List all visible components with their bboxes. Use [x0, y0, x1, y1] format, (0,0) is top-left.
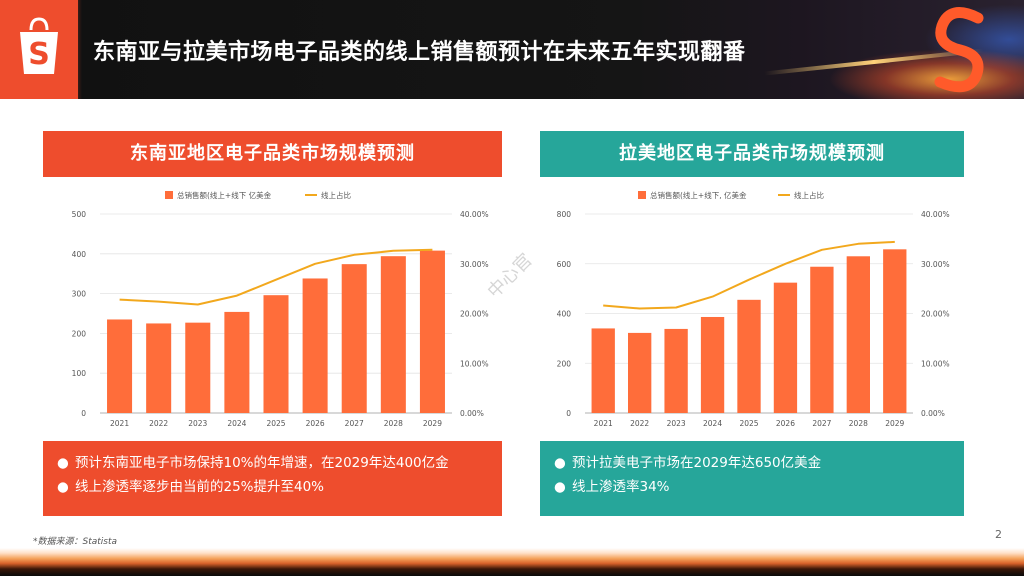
note-text: 预计拉美电子市场在2029年达650亿美金 — [572, 455, 822, 471]
header-banner: S 东南亚与拉美市场电子品类的线上销售额预计在未来五年实现翻番 — [0, 0, 1024, 99]
x-tick-label: 2021 — [594, 419, 613, 428]
bar — [302, 278, 328, 413]
right-notes: ● 预计拉美电子市场在2029年达650亿美金 ● 线上渗透率34% — [540, 441, 964, 516]
sea-market-chart: 总销售额(线上+线下 亿美金 线上占比 0 100 200 300 400 500 0.00% 1… — [72, 190, 489, 428]
y2-tick-label: 40.00% — [921, 210, 950, 219]
x-tick-label: 2021 — [110, 419, 129, 428]
y-tick-label: 400 — [557, 310, 572, 319]
bullet-icon: ● — [57, 479, 69, 495]
note-item: ● 预计东南亚电子市场保持10%的年增速，在2029年达400亿金 — [57, 451, 502, 475]
bar — [628, 332, 652, 413]
bar — [664, 328, 688, 413]
bar — [419, 250, 445, 413]
bar — [737, 299, 761, 413]
bar — [810, 266, 834, 413]
x-tick-label: 2028 — [849, 419, 868, 428]
bar — [846, 256, 870, 413]
x-tick-label: 2023 — [667, 419, 686, 428]
bar — [185, 322, 211, 413]
note-text: 线上渗透率逐步由当前的25%提升至40% — [75, 479, 325, 495]
bullet-icon: ● — [57, 455, 69, 471]
left-notes: ● 预计东南亚电子市场保持10%的年增速，在2029年达400亿金 ● 线上渗透率逐… — [43, 441, 502, 516]
x-tick-label: 2024 — [703, 419, 722, 428]
y-tick-label: 200 — [72, 329, 87, 338]
x-tick-label: 2026 — [776, 419, 795, 428]
latam-market-chart: 总销售额(线上+线下, 亿美金 线上占比 0 200 400 600 800 0.00% 10.… — [557, 190, 950, 428]
online-share-line — [119, 248, 433, 306]
y2-tick-label: 40.00% — [460, 210, 489, 219]
y-tick-label: 0 — [81, 409, 86, 418]
y-tick-label: 100 — [72, 369, 87, 378]
note-item: ● 预计拉美电子市场在2029年达650亿美金 — [554, 451, 964, 475]
y-tick-label: 800 — [557, 210, 572, 219]
y-tick-label: 400 — [72, 250, 87, 259]
svg-text:S: S — [28, 37, 50, 72]
legend-line-label: 线上占比 — [794, 190, 824, 200]
bar — [773, 282, 798, 413]
y-tick-label: 300 — [72, 290, 87, 299]
shopee-bag-icon: S — [20, 17, 58, 74]
page-title: 东南亚与拉美市场电子品类的线上销售额预计在未来五年实现翻番 — [93, 40, 746, 65]
note-text: 线上渗透率34% — [572, 479, 670, 495]
x-tick-label: 2022 — [149, 419, 168, 428]
bar — [700, 316, 725, 413]
bar — [341, 264, 367, 413]
x-tick-label: 2027 — [345, 419, 364, 428]
y-tick-label: 600 — [557, 260, 572, 269]
legend-bar-label: 总销售额(线上+线下, 亿美金 — [650, 190, 747, 200]
legend-bar-swatch — [165, 191, 173, 199]
data-source: *数据来源：Statista — [33, 537, 118, 547]
bullet-icon: ● — [554, 479, 566, 495]
bar — [146, 323, 172, 413]
right-panel-title: 拉美地区电子品类市场规模预测 — [540, 131, 964, 177]
x-tick-label: 2029 — [423, 419, 442, 428]
y2-tick-label: 20.00% — [460, 310, 489, 319]
x-tick-label: 2028 — [384, 419, 403, 428]
bar — [107, 319, 133, 413]
bar — [224, 311, 250, 413]
x-tick-label: 2029 — [885, 419, 904, 428]
x-tick-label: 2023 — [188, 419, 207, 428]
y2-tick-label: 20.00% — [921, 310, 950, 319]
note-text: 预计东南亚电子市场保持10%的年增速，在2029年达400亿金 — [75, 455, 449, 471]
footer-bar — [0, 548, 1024, 576]
x-tick-label: 2025 — [266, 419, 285, 428]
y2-tick-label: 10.00% — [921, 359, 950, 368]
x-tick-label: 2022 — [630, 419, 649, 428]
legend-bar-swatch — [638, 191, 646, 199]
y2-tick-label: 0.00% — [460, 409, 484, 418]
note-item: ● 线上渗透率逐步由当前的25%提升至40% — [57, 475, 502, 499]
y-tick-label: 0 — [566, 409, 571, 418]
y2-tick-label: 30.00% — [921, 260, 950, 269]
bullet-icon: ● — [554, 455, 566, 471]
decorative-s-icon — [934, 7, 984, 93]
y-tick-label: 500 — [72, 210, 87, 219]
note-item: ● 线上渗透率34% — [554, 475, 964, 499]
bar — [380, 256, 406, 413]
bar — [883, 249, 907, 413]
x-tick-label: 2025 — [739, 419, 758, 428]
page-number: 2 — [995, 528, 1002, 541]
x-tick-label: 2026 — [306, 419, 325, 428]
x-tick-label: 2024 — [227, 419, 246, 428]
legend-bar-label: 总销售额(线上+线下 亿美金 — [177, 190, 272, 200]
y-tick-label: 200 — [557, 359, 572, 368]
y2-tick-label: 10.00% — [460, 359, 489, 368]
bar — [263, 295, 289, 413]
y2-tick-label: 30.00% — [460, 260, 489, 269]
legend-line-label: 线上占比 — [321, 190, 351, 200]
online-share-line — [603, 240, 895, 310]
shopee-logo: S — [0, 0, 78, 99]
y2-tick-label: 0.00% — [921, 409, 945, 418]
left-panel-title: 东南亚地区电子品类市场规模预测 — [43, 131, 502, 177]
bar — [591, 328, 615, 413]
x-tick-label: 2027 — [812, 419, 831, 428]
